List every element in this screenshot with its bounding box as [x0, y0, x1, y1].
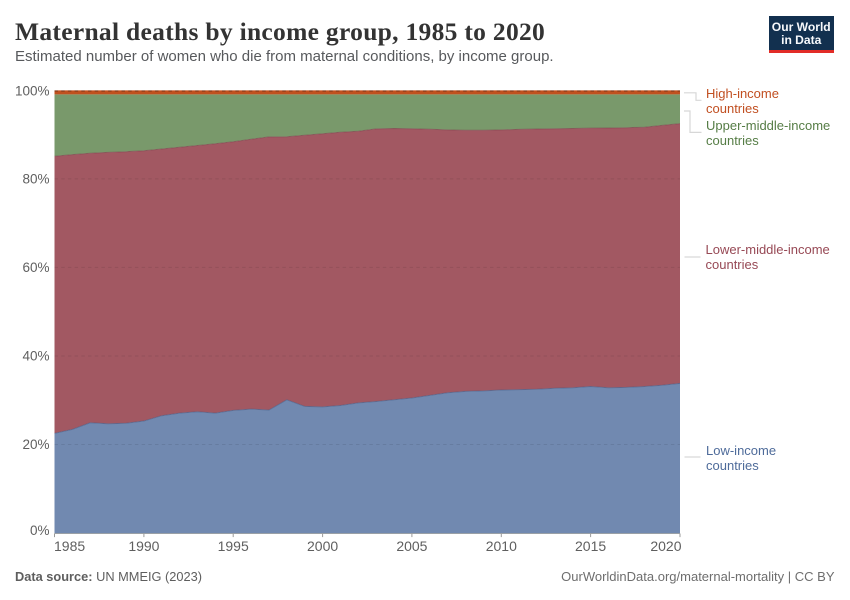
svg-text:20%: 20%: [22, 437, 49, 452]
svg-text:1990: 1990: [128, 538, 159, 554]
svg-text:0%: 0%: [30, 523, 50, 538]
svg-text:60%: 60%: [22, 260, 49, 275]
svg-text:2000: 2000: [307, 538, 338, 554]
svg-text:2020: 2020: [650, 538, 681, 554]
svg-text:2010: 2010: [486, 538, 517, 554]
svg-text:40%: 40%: [22, 349, 49, 364]
svg-text:1995: 1995: [218, 538, 249, 554]
svg-text:1985: 1985: [54, 538, 85, 554]
svg-text:80%: 80%: [22, 172, 49, 187]
svg-text:100%: 100%: [15, 84, 50, 99]
svg-text:2015: 2015: [575, 538, 606, 554]
svg-text:2005: 2005: [396, 538, 427, 554]
